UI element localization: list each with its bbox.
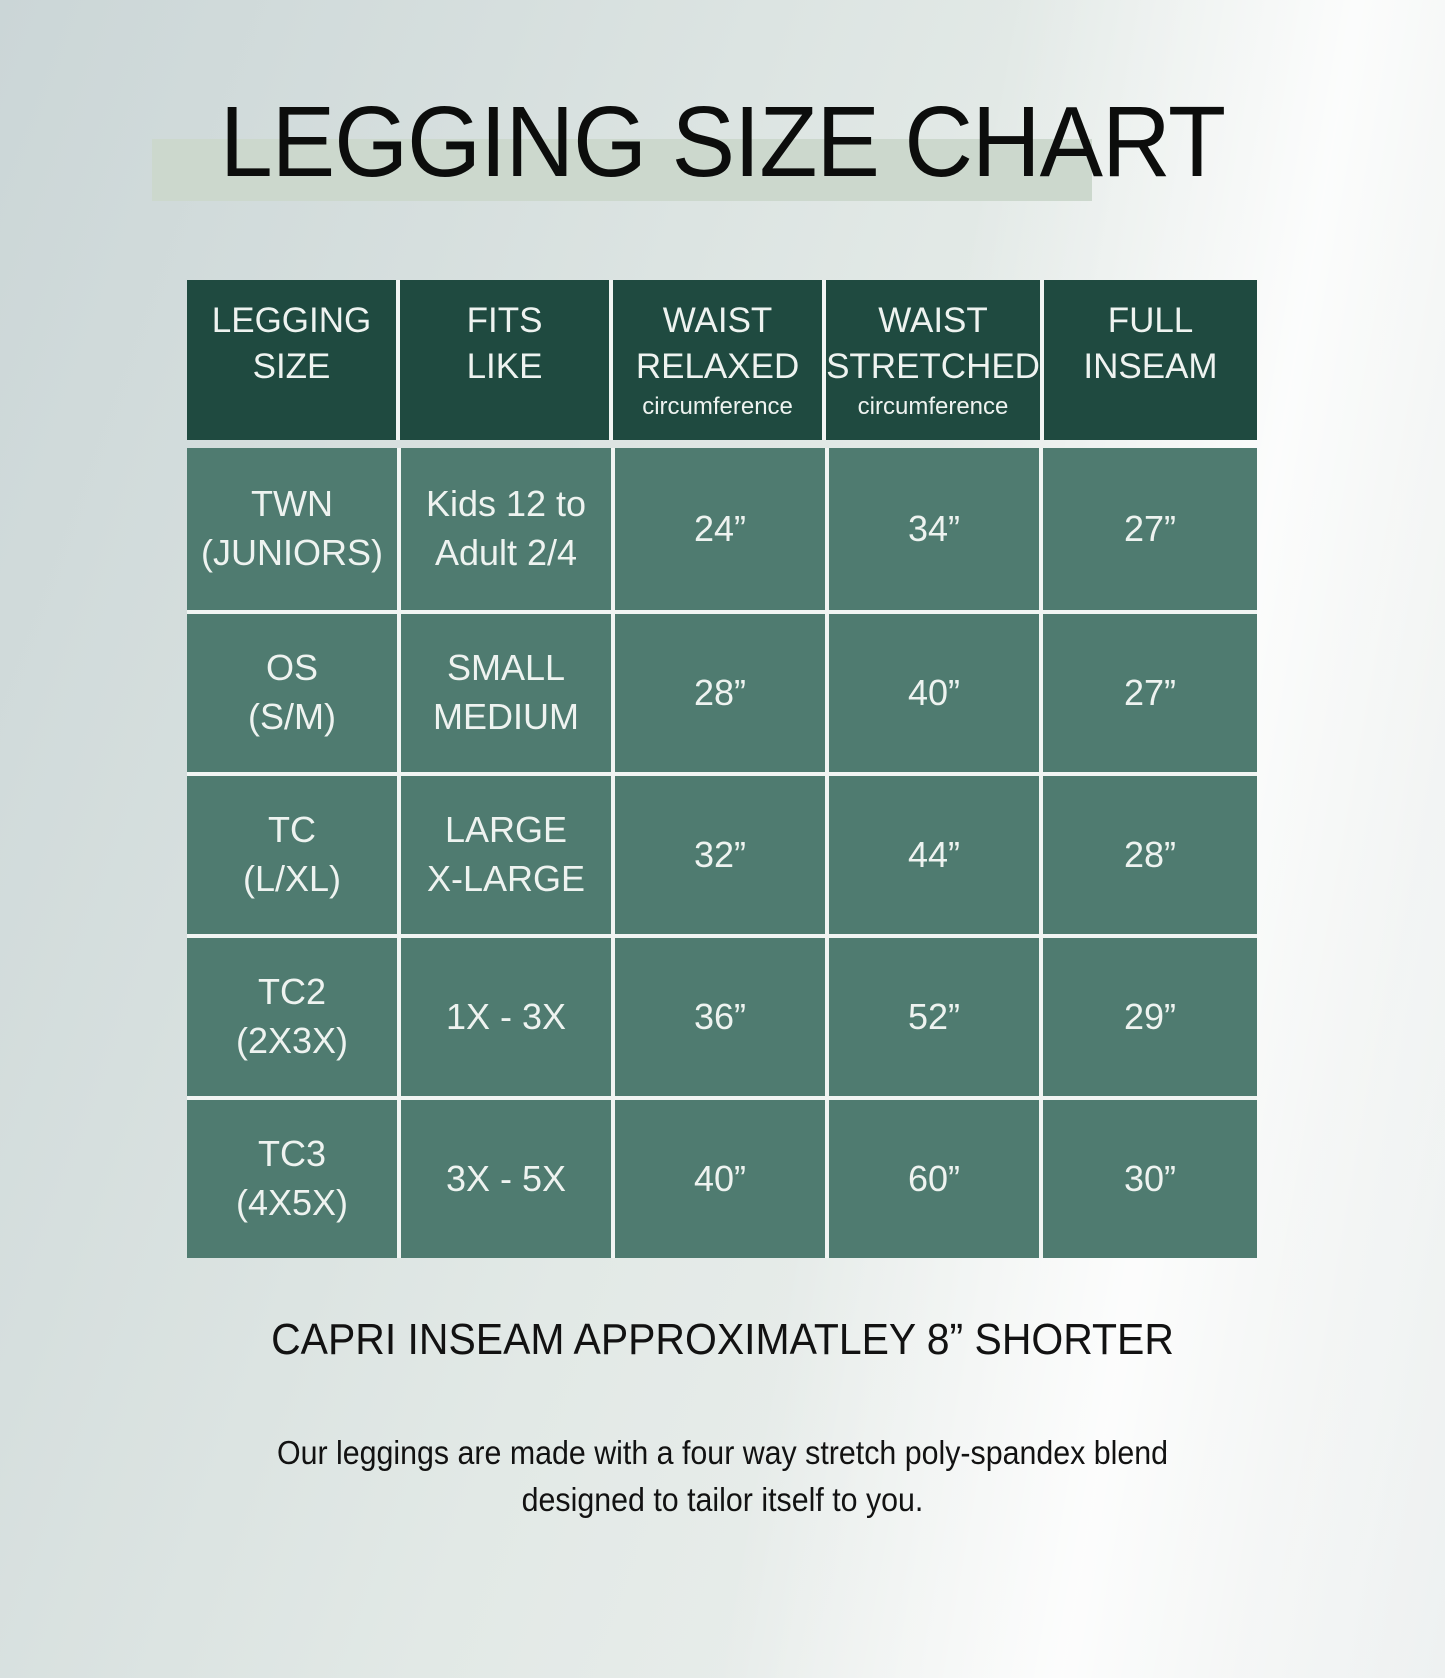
- cell-line: 29”: [1123, 995, 1177, 1037]
- fabric-description: Our leggings are made with a four way st…: [58, 1430, 1387, 1524]
- cell-line: (2X3X): [235, 1020, 349, 1061]
- cell-legging-size: TC (L/XL): [187, 776, 401, 934]
- title-highlight-band: [152, 139, 1092, 201]
- header-line: LIKE: [466, 347, 543, 386]
- header-line: SIZE: [252, 347, 331, 386]
- header-line: RELAXED: [635, 347, 800, 386]
- cell-line: TWN: [251, 483, 333, 525]
- cell-line: 24”: [693, 507, 747, 549]
- cell-legging-size: OS (S/M): [187, 614, 401, 772]
- table-row-tc2: TC2 (2X3X) 1X - 3X 36” 52” 29”: [187, 934, 1257, 1096]
- cell-waist-relaxed: 24”: [615, 448, 829, 610]
- cell-line: 28”: [1123, 833, 1177, 875]
- cell-fits-like: 1X - 3X: [401, 938, 615, 1096]
- cell-fits-like: Kids 12 to Adult 2/4: [401, 448, 615, 610]
- cell-line: 27”: [1123, 671, 1177, 713]
- cell-waist-relaxed: 32”: [615, 776, 829, 934]
- table-row-twn: TWN (JUNIORS) Kids 12 to Adult 2/4 24” 3…: [187, 448, 1257, 610]
- cell-line: 52”: [907, 995, 961, 1037]
- table-row-tc3: TC3 (4X5X) 3X - 5X 40” 60” 30”: [187, 1096, 1257, 1258]
- cell-line: 1X - 3X: [445, 995, 567, 1037]
- cell-line: SMALL: [446, 647, 566, 689]
- cell-full-inseam: 27”: [1043, 448, 1257, 610]
- cell-line: 40”: [693, 1157, 747, 1199]
- header-line: FITS: [466, 300, 543, 340]
- header-full-inseam: FULL INSEAM: [1043, 280, 1257, 440]
- cell-full-inseam: 30”: [1043, 1100, 1257, 1258]
- cell-line: 34”: [907, 507, 961, 549]
- header-line: INSEAM: [1083, 347, 1218, 386]
- size-table: LEGGING SIZE FITS LIKE WAIST RELAXED cir…: [187, 280, 1257, 1258]
- cell-fits-like: SMALL MEDIUM: [401, 614, 615, 772]
- cell-full-inseam: 29”: [1043, 938, 1257, 1096]
- header-fits-like: FITS LIKE: [400, 280, 614, 440]
- cell-line: TC2: [257, 971, 326, 1013]
- header-line: WAIST: [662, 300, 773, 340]
- cell-line: 40”: [907, 671, 961, 713]
- header-waist-stretched: WAIST STRETCHED circumference: [826, 280, 1044, 440]
- cell-legging-size: TWN (JUNIORS): [187, 448, 401, 610]
- cell-fits-like: LARGE X-LARGE: [401, 776, 615, 934]
- cell-line: (JUNIORS): [201, 532, 383, 573]
- cell-line: 3X - 5X: [445, 1157, 567, 1199]
- header-subline: circumference: [642, 393, 793, 421]
- cell-line: LARGE: [444, 809, 568, 851]
- header-line: LEGGING: [211, 300, 372, 340]
- cell-line: Adult 2/4: [434, 532, 578, 573]
- cell-line: 44”: [907, 833, 961, 875]
- cell-line: 28”: [693, 671, 747, 713]
- table-row-tc: TC (L/XL) LARGE X-LARGE 32” 44” 28”: [187, 772, 1257, 934]
- cell-line: 30”: [1123, 1157, 1177, 1199]
- cell-line: (4X5X): [235, 1182, 349, 1223]
- cell-line: (L/XL): [242, 858, 342, 899]
- cell-waist-relaxed: 28”: [615, 614, 829, 772]
- cell-line: TC: [268, 809, 316, 851]
- cell-legging-size: TC2 (2X3X): [187, 938, 401, 1096]
- cell-waist-stretched: 44”: [829, 776, 1043, 934]
- header-line: STRETCHED: [826, 347, 1040, 386]
- fabric-description-line-2: designed to tailor itself to you.: [521, 1480, 924, 1518]
- header-legging-size: LEGGING SIZE: [187, 280, 401, 440]
- table-row-os: OS (S/M) SMALL MEDIUM 28” 40” 27”: [187, 610, 1257, 772]
- cell-line: Kids 12 to: [425, 483, 587, 525]
- header-line: WAIST: [878, 300, 988, 340]
- capri-inseam-note: CAPRI INSEAM APPROXIMATLEY 8” SHORTER: [271, 1315, 1174, 1364]
- cell-waist-stretched: 34”: [829, 448, 1043, 610]
- page-title: LEGGING SIZE CHART: [219, 86, 1226, 198]
- cell-fits-like: 3X - 5X: [401, 1100, 615, 1258]
- cell-full-inseam: 28”: [1043, 776, 1257, 934]
- cell-waist-stretched: 52”: [829, 938, 1043, 1096]
- cell-line: (S/M): [248, 696, 336, 737]
- header-line: FULL: [1107, 300, 1194, 340]
- cell-line: TC3: [257, 1133, 326, 1175]
- cell-line: X-LARGE: [426, 858, 586, 899]
- cell-waist-relaxed: 40”: [615, 1100, 829, 1258]
- cell-line: 36”: [693, 995, 747, 1037]
- cell-waist-relaxed: 36”: [615, 938, 829, 1096]
- cell-line: 60”: [907, 1157, 961, 1199]
- cell-legging-size: TC3 (4X5X): [187, 1100, 401, 1258]
- cell-waist-stretched: 40”: [829, 614, 1043, 772]
- cell-full-inseam: 27”: [1043, 614, 1257, 772]
- fabric-description-line-1: Our leggings are made with a four way st…: [276, 1434, 1169, 1471]
- cell-line: MEDIUM: [433, 696, 579, 737]
- cell-waist-stretched: 60”: [829, 1100, 1043, 1258]
- cell-line: 32”: [693, 833, 747, 875]
- cell-line: OS: [265, 647, 318, 689]
- cell-line: 27”: [1123, 507, 1177, 549]
- size-table-header-row: LEGGING SIZE FITS LIKE WAIST RELAXED cir…: [187, 280, 1257, 440]
- header-waist-relaxed: WAIST RELAXED circumference: [613, 280, 827, 440]
- header-subline: circumference: [857, 393, 1009, 421]
